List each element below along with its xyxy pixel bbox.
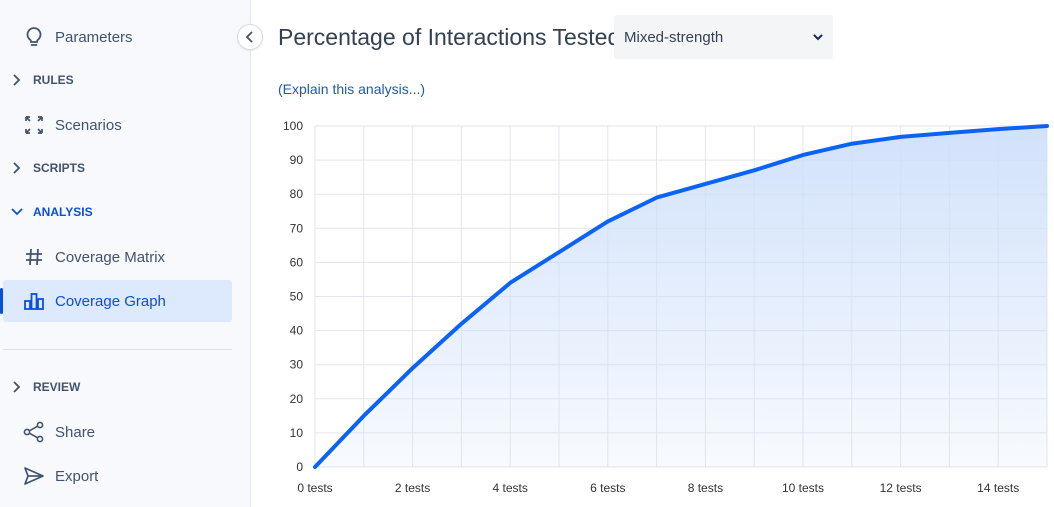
sidebar-item-share[interactable]: Share <box>3 411 232 453</box>
y-tick-label: 60 <box>290 255 304 269</box>
x-tick-label: 14 tests <box>977 481 1019 495</box>
sidebar-item-label: Share <box>55 423 96 441</box>
sidebar-item-parameters[interactable]: Parameters <box>3 16 232 58</box>
page-title: Percentage of Interactions Tested <box>278 24 621 50</box>
sidebar-item-export[interactable]: Export <box>3 455 232 497</box>
sidebar-item-label: Scenarios <box>55 116 122 134</box>
x-tick-label: 10 tests <box>782 481 824 495</box>
x-tick-label: 4 tests <box>493 481 528 495</box>
chevron-down-icon <box>10 205 24 219</box>
section-label: REVIEW <box>33 380 81 394</box>
chevron-left-icon <box>245 31 255 43</box>
expand-arrows-icon <box>23 114 45 136</box>
sidebar-item-label: Parameters <box>55 28 133 46</box>
sidebar-item-coverage-graph[interactable]: Coverage Graph <box>0 280 232 322</box>
section-scripts[interactable]: SCRIPTS <box>10 156 85 180</box>
y-tick-label: 20 <box>290 392 304 406</box>
section-review[interactable]: REVIEW <box>10 375 80 399</box>
x-tick-label: 8 tests <box>688 481 723 495</box>
sidebar-item-label: Coverage Matrix <box>55 248 166 266</box>
section-label: RULES <box>33 73 74 87</box>
section-label: ANALYSIS <box>33 205 93 219</box>
sidebar-divider <box>3 349 232 350</box>
active-indicator <box>0 288 3 314</box>
lightbulb-icon <box>23 26 45 48</box>
x-tick-label: 0 tests <box>297 481 332 495</box>
y-tick-label: 10 <box>290 426 304 440</box>
y-tick-label: 0 <box>296 460 303 474</box>
sidebar-item-label: Export <box>55 467 99 485</box>
y-tick-label: 40 <box>290 324 304 338</box>
y-tick-label: 80 <box>290 187 304 201</box>
strength-select-value: Mixed-strength <box>624 28 724 46</box>
chevron-right-icon <box>10 73 24 87</box>
section-analysis[interactable]: ANALYSIS <box>10 200 93 224</box>
hash-icon <box>23 246 45 268</box>
strength-select[interactable]: Mixed-strength <box>614 15 833 59</box>
coverage-line <box>313 124 1049 469</box>
share-icon <box>23 421 45 443</box>
send-icon <box>23 465 45 487</box>
sidebar-item-coverage-matrix[interactable]: Coverage Matrix <box>3 236 232 278</box>
y-tick-label: 50 <box>290 290 304 304</box>
section-label: SCRIPTS <box>33 161 86 175</box>
bar-chart-icon <box>23 290 45 312</box>
y-tick-label: 90 <box>290 153 304 167</box>
sidebar-item-label: Coverage Graph <box>55 292 166 310</box>
chevron-right-icon <box>10 380 24 394</box>
explain-analysis-link[interactable]: (Explain this analysis...) <box>278 81 426 97</box>
y-tick-label: 70 <box>290 221 304 235</box>
coverage-area <box>315 126 1047 467</box>
section-rules[interactable]: RULES <box>10 68 74 92</box>
x-tick-label: 2 tests <box>395 481 430 495</box>
y-tick-label: 100 <box>283 119 303 133</box>
y-tick-label: 30 <box>290 358 304 372</box>
x-tick-label: 6 tests <box>590 481 625 495</box>
chevron-down-icon <box>811 30 825 44</box>
sidebar-item-scenarios[interactable]: Scenarios <box>3 104 232 146</box>
collapse-sidebar-button[interactable] <box>237 24 263 50</box>
x-tick-label: 12 tests <box>880 481 922 495</box>
sidebar: Parameters RULES Scenarios SCRIPTS ANALY… <box>0 0 251 507</box>
chevron-right-icon <box>10 161 24 175</box>
